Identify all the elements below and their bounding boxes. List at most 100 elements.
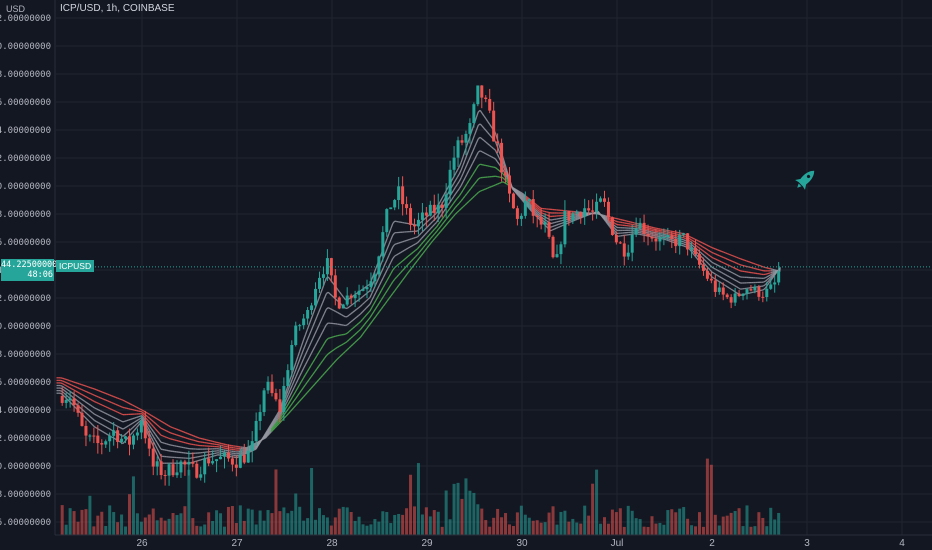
ribbon-segment	[396, 242, 399, 245]
ribbon-segment	[130, 418, 133, 420]
volume-bar	[547, 512, 551, 535]
ribbon-segment	[696, 245, 700, 249]
ribbon-segment	[272, 425, 276, 429]
ribbon-segment	[472, 159, 476, 164]
ribbon-segment	[521, 196, 525, 199]
ribbon-segment	[542, 212, 546, 215]
ribbon-segment	[365, 298, 369, 302]
candle-body	[638, 222, 642, 229]
candle-body	[68, 398, 72, 401]
ribbon-segment	[369, 307, 373, 312]
ribbon-segment	[738, 257, 741, 260]
ribbon-segment	[175, 434, 179, 436]
candle-body	[539, 217, 543, 225]
candle-body	[630, 234, 634, 253]
ribbon-segment	[470, 162, 474, 168]
ribbon-segment	[367, 290, 371, 293]
ribbon-segment	[111, 395, 114, 398]
ribbon-segment	[456, 188, 460, 192]
ribbon-segment	[473, 168, 477, 173]
time-axis[interactable]: 26 27 28 29 30 Jul 2 3 4	[136, 538, 905, 549]
ribbon-segment	[263, 437, 266, 440]
ribbon-segment	[73, 389, 76, 392]
volume-bar	[393, 514, 397, 535]
ribbon-segment	[65, 381, 69, 384]
candle-body	[314, 288, 318, 306]
volume-bar	[230, 506, 234, 535]
ribbon-segment	[312, 308, 316, 315]
ribbon-segment	[314, 329, 318, 335]
ribbon-segment	[552, 225, 555, 228]
ribbon-segment	[417, 246, 420, 250]
ribbon-segment	[67, 396, 71, 399]
ribbon-segment	[304, 350, 308, 356]
y-tick-label: 42.00000000	[0, 294, 51, 304]
volume-bar	[242, 520, 246, 535]
ribbon-segment	[291, 400, 295, 404]
ribbon-segment	[529, 206, 532, 210]
ribbon-segment	[101, 404, 105, 407]
ribbon-segment	[268, 431, 272, 435]
volume-bar	[270, 513, 274, 535]
volume-bar	[527, 517, 531, 535]
ribbon-segment	[124, 426, 128, 429]
ribbon-segment	[200, 458, 203, 461]
candle-body	[222, 452, 226, 457]
candle-body	[733, 293, 737, 303]
ribbon-segment	[75, 394, 78, 397]
ribbon-segment	[306, 357, 310, 362]
candle-body	[622, 243, 626, 257]
candle-body	[618, 242, 622, 244]
y-tick-label: 40.00000000	[0, 322, 51, 332]
header-sep: ,	[117, 3, 123, 14]
symbol-label[interactable]: ICP/USD	[60, 3, 101, 14]
ribbon-segment	[348, 321, 352, 324]
candle-body	[409, 208, 413, 225]
candle-body	[697, 254, 701, 265]
candle-body	[527, 199, 531, 202]
ribbon-segment	[128, 402, 131, 405]
ribbon-segment	[283, 411, 287, 415]
ribbon-segment	[308, 342, 312, 347]
ribbon-segment	[521, 197, 525, 201]
ribbon-segment	[721, 261, 724, 264]
ribbon-segment	[724, 274, 728, 277]
ribbon-segment	[401, 259, 405, 262]
ribbon-segment	[120, 427, 124, 430]
ribbon-segment	[723, 256, 726, 259]
ribbon-segment	[156, 424, 160, 428]
ribbon-segment	[435, 224, 439, 228]
ribbon-segment	[664, 235, 667, 238]
volume-bar	[416, 463, 420, 535]
ribbon-segment	[536, 210, 540, 214]
candle-body	[282, 385, 286, 412]
ribbon-segment	[576, 216, 580, 219]
ribbon-segment	[436, 233, 439, 237]
ribbon-segment	[60, 382, 63, 385]
candle-body	[440, 204, 444, 209]
volume-bar	[733, 511, 737, 535]
ribbon-segment	[721, 250, 724, 253]
candle-body	[587, 208, 591, 211]
ribbon-segment	[293, 383, 297, 389]
y-tick-label: 28.00000000	[0, 490, 51, 500]
volume-bar	[428, 516, 432, 535]
ribbon-segment	[158, 432, 162, 436]
ribbon-segment	[470, 174, 474, 179]
candle-body	[147, 438, 151, 449]
ribbon-segment	[158, 439, 162, 443]
price-axis[interactable]: 62.0000000060.0000000058.0000000056.0000…	[0, 14, 51, 528]
ribbon-segment	[529, 208, 532, 212]
ribbon-segment	[728, 270, 732, 273]
y-tick-label: 50.00000000	[0, 182, 51, 192]
ribbon-segment	[485, 187, 489, 190]
ribbon-segment	[420, 247, 424, 251]
ribbon-segment	[363, 321, 367, 326]
ribbon-segment	[715, 268, 719, 271]
candle-body	[559, 244, 563, 255]
candle-body	[163, 475, 167, 477]
ribbon-segment	[688, 244, 692, 247]
ribbon-segment	[339, 313, 342, 316]
interval-label[interactable]: 1h	[106, 3, 118, 14]
